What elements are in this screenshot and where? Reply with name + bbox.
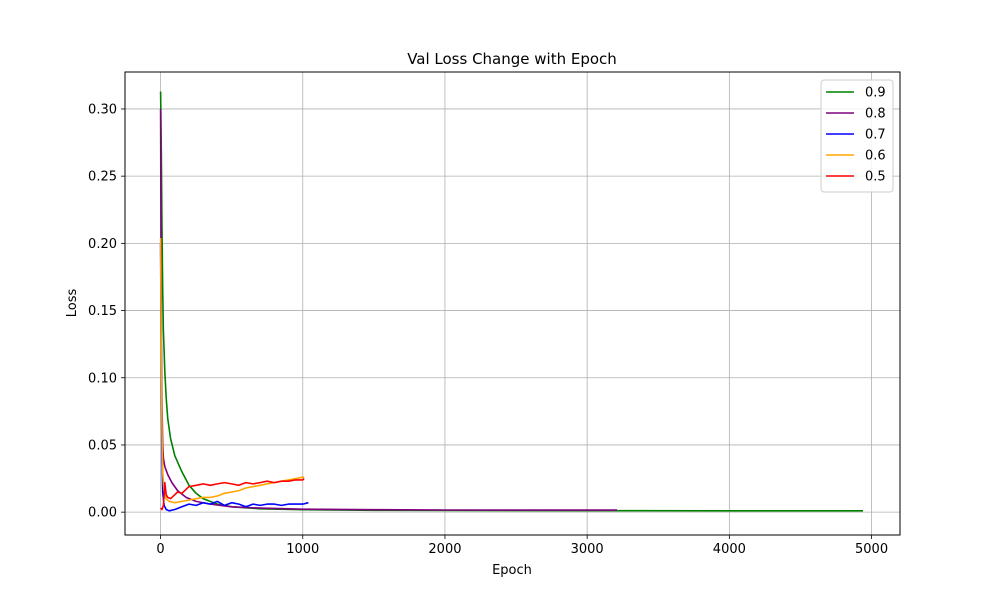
legend-label: 0.9 <box>865 86 886 101</box>
x-tick-label: 4000 <box>713 542 746 557</box>
y-tick-label: 0.25 <box>88 170 117 185</box>
plot-frame <box>124 71 901 536</box>
y-tick-label: 0.15 <box>88 304 117 319</box>
x-tick-label: 5000 <box>855 542 888 557</box>
x-tick-label: 0 <box>156 542 164 557</box>
x-tick-label: 2000 <box>428 542 461 557</box>
y-tick-label: 0.05 <box>88 438 117 453</box>
series-line-0-5 <box>160 478 305 511</box>
legend-label: 0.8 <box>865 107 886 122</box>
series-line-0-7 <box>159 243 309 512</box>
y-axis-label: Loss <box>65 289 80 318</box>
legend-label: 0.7 <box>865 128 886 143</box>
y-tick-label: 0.20 <box>88 237 117 252</box>
legend: 0.9 0.8 0.7 0.6 0.5 <box>820 79 894 193</box>
legend-label: 0.6 <box>865 149 886 164</box>
legend-box <box>820 79 894 193</box>
ticks: 0 1000 2000 3000 4000 5000 0.00 0.05 0.10 0.15 0.2… <box>88 102 888 557</box>
y-tick-label: 0.10 <box>88 371 117 386</box>
chart-title: Val Loss Change with Epoch <box>407 50 617 68</box>
y-tick-label: 0.30 <box>88 102 117 117</box>
series-lines <box>159 91 863 512</box>
x-axis-label: Epoch <box>492 563 532 578</box>
x-tick-label: 1000 <box>286 542 319 557</box>
y-tick-label: 0.00 <box>88 506 117 521</box>
grid <box>125 72 900 535</box>
x-tick-label: 3000 <box>571 542 604 557</box>
legend-label: 0.5 <box>865 170 886 185</box>
